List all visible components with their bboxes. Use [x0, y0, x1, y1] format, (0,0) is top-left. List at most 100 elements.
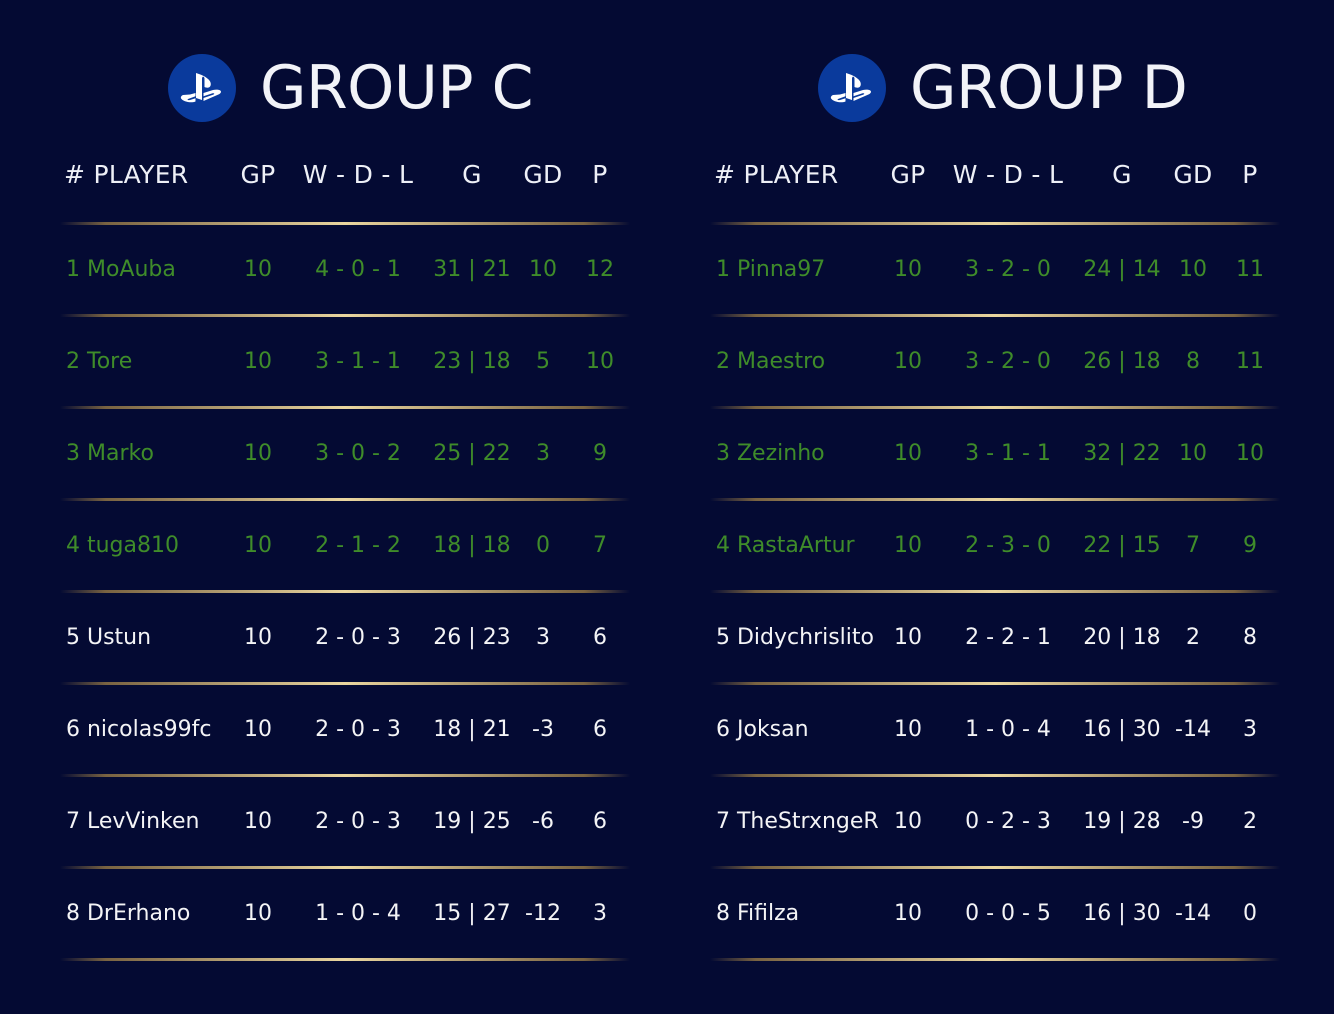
gd-cell: -14 [1175, 901, 1211, 926]
gp-cell: 10 [894, 625, 922, 650]
wdl-cell: 2 - 3 - 0 [965, 533, 1051, 558]
wdl-cell: 3 - 1 - 1 [965, 441, 1051, 466]
goals-cell: 24 | 14 [1083, 257, 1161, 282]
row-divider [60, 590, 630, 593]
player-cell: 2 Maestro [716, 349, 826, 374]
player-cell: 6 nicolas99fc [66, 717, 212, 742]
col-header-wdl: W - D - L [952, 160, 1064, 189]
wdl-cell: 2 - 0 - 3 [315, 717, 401, 742]
points-cell: 3 [1243, 717, 1257, 742]
gd-cell: 7 [1186, 533, 1200, 558]
group-c-header: GROUP C [168, 54, 533, 122]
col-header-g: G [1112, 160, 1132, 189]
row-divider [710, 222, 1280, 225]
table-row: 5 Ustun 10 2 - 0 - 3 26 | 23 3 6 [60, 623, 630, 653]
col-header-player: # PLAYER [714, 160, 839, 189]
table-row: 6 nicolas99fc 10 2 - 0 - 3 18 | 21 -3 6 [60, 715, 630, 745]
player-cell: 1 Pinna97 [716, 257, 826, 282]
points-cell: 2 [1243, 809, 1257, 834]
gd-cell: -14 [1175, 717, 1211, 742]
row-divider [710, 774, 1280, 777]
goals-cell: 16 | 30 [1083, 901, 1161, 926]
table-row: 5 Didychrislito 10 2 - 2 - 1 20 | 18 2 8 [710, 623, 1280, 653]
player-cell: 2 Tore [66, 349, 133, 374]
row-divider [60, 958, 630, 961]
gd-cell: 10 [1179, 257, 1207, 282]
wdl-cell: 3 - 2 - 0 [965, 257, 1051, 282]
table-row: 1 MoAuba 10 4 - 0 - 1 31 | 21 10 12 [60, 255, 630, 285]
goals-cell: 22 | 15 [1083, 533, 1161, 558]
goals-cell: 32 | 22 [1083, 441, 1161, 466]
gd-cell: 3 [536, 625, 550, 650]
gp-cell: 10 [244, 349, 272, 374]
row-divider [60, 498, 630, 501]
gp-cell: 10 [894, 441, 922, 466]
player-cell: 4 tuga810 [66, 533, 179, 558]
table-row: 3 Marko 10 3 - 0 - 2 25 | 22 3 9 [60, 439, 630, 469]
gp-cell: 10 [244, 901, 272, 926]
points-cell: 6 [593, 717, 607, 742]
gp-cell: 10 [894, 717, 922, 742]
player-cell: 3 Zezinho [716, 441, 825, 466]
gp-cell: 10 [244, 441, 272, 466]
playstation-logo-icon [168, 54, 236, 122]
points-cell: 12 [586, 257, 614, 282]
wdl-cell: 2 - 0 - 3 [315, 625, 401, 650]
gp-cell: 10 [894, 349, 922, 374]
col-header-p: P [592, 160, 608, 189]
goals-cell: 20 | 18 [1083, 625, 1161, 650]
row-divider [60, 866, 630, 869]
gd-cell: 8 [1186, 349, 1200, 374]
table-row: 4 tuga810 10 2 - 1 - 2 18 | 18 0 7 [60, 531, 630, 561]
table-row: 8 Fifilza 10 0 - 0 - 5 16 | 30 -14 0 [710, 899, 1280, 929]
group-title: GROUP C [260, 53, 533, 123]
playstation-logo-icon [818, 54, 886, 122]
goals-cell: 26 | 18 [1083, 349, 1161, 374]
wdl-cell: 2 - 0 - 3 [315, 809, 401, 834]
goals-cell: 31 | 21 [433, 257, 511, 282]
points-cell: 7 [593, 533, 607, 558]
col-header-gd: GD [523, 160, 563, 189]
wdl-cell: 1 - 0 - 4 [965, 717, 1051, 742]
col-header-p: P [1242, 160, 1258, 189]
table-header-row: # PLAYER GP W - D - L G GD P [710, 160, 1280, 190]
points-cell: 11 [1236, 257, 1264, 282]
player-cell: 1 MoAuba [66, 257, 176, 282]
gd-cell: -6 [532, 809, 554, 834]
wdl-cell: 2 - 1 - 2 [315, 533, 401, 558]
gp-cell: 10 [244, 717, 272, 742]
gp-cell: 10 [244, 257, 272, 282]
group-d-header: GROUP D [818, 54, 1188, 122]
player-cell: 4 RastaArtur [716, 533, 855, 558]
gp-cell: 10 [244, 809, 272, 834]
player-cell: 3 Marko [66, 441, 154, 466]
col-header-gp: GP [890, 160, 926, 189]
goals-cell: 15 | 27 [433, 901, 511, 926]
table-row: 1 Pinna97 10 3 - 2 - 0 24 | 14 10 11 [710, 255, 1280, 285]
col-header-g: G [462, 160, 482, 189]
row-divider [710, 958, 1280, 961]
table-row: 7 LevVinken 10 2 - 0 - 3 19 | 25 -6 6 [60, 807, 630, 837]
table-row: 4 RastaArtur 10 2 - 3 - 0 22 | 15 7 9 [710, 531, 1280, 561]
points-cell: 3 [593, 901, 607, 926]
row-divider [710, 866, 1280, 869]
points-cell: 10 [1236, 441, 1264, 466]
player-cell: 7 LevVinken [66, 809, 200, 834]
col-header-wdl: W - D - L [302, 160, 414, 189]
row-divider [710, 314, 1280, 317]
player-cell: 6 Joksan [716, 717, 809, 742]
wdl-cell: 2 - 2 - 1 [965, 625, 1051, 650]
table-row: 7 TheStrxngeR 10 0 - 2 - 3 19 | 28 -9 2 [710, 807, 1280, 837]
table-row: 3 Zezinho 10 3 - 1 - 1 32 | 22 10 10 [710, 439, 1280, 469]
points-cell: 6 [593, 625, 607, 650]
points-cell: 0 [1243, 901, 1257, 926]
row-divider [710, 682, 1280, 685]
wdl-cell: 3 - 0 - 2 [315, 441, 401, 466]
wdl-cell: 0 - 2 - 3 [965, 809, 1051, 834]
points-cell: 9 [593, 441, 607, 466]
wdl-cell: 3 - 2 - 0 [965, 349, 1051, 374]
gd-cell: 0 [536, 533, 550, 558]
wdl-cell: 4 - 0 - 1 [315, 257, 401, 282]
player-cell: 7 TheStrxngeR [716, 809, 879, 834]
goals-cell: 23 | 18 [433, 349, 511, 374]
